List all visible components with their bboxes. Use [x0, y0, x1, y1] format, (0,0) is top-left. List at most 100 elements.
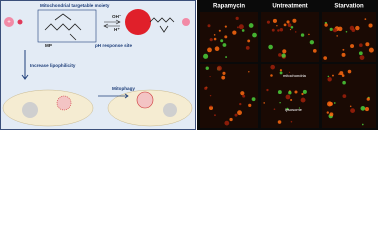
signal — [324, 23, 328, 27]
signal — [365, 42, 370, 47]
signal — [248, 23, 254, 28]
signal — [283, 23, 287, 27]
signal — [270, 64, 275, 70]
signal — [278, 53, 282, 57]
signal — [288, 71, 291, 73]
micrograph — [261, 12, 319, 62]
signal — [360, 106, 366, 111]
signal — [209, 106, 214, 111]
signal — [329, 27, 333, 31]
signal — [358, 51, 363, 56]
signal — [341, 74, 345, 77]
signal — [213, 37, 217, 41]
signal — [251, 97, 256, 102]
signal — [333, 102, 336, 104]
probe-dot — [17, 19, 23, 25]
signal — [279, 71, 283, 75]
signal — [245, 46, 250, 50]
signal — [224, 25, 227, 28]
signal — [238, 24, 244, 30]
process-label: Mitophagy — [112, 86, 135, 91]
ph-site-label: pH response site — [95, 43, 132, 48]
signal — [294, 31, 297, 33]
signal — [302, 89, 307, 94]
micrograph — [322, 64, 376, 128]
signal — [289, 28, 292, 31]
signal — [288, 91, 292, 95]
equilibrium-arrows — [103, 19, 121, 29]
signal — [225, 56, 228, 59]
signal — [294, 90, 298, 94]
signal — [236, 26, 239, 29]
signal — [232, 30, 237, 35]
signal — [272, 18, 277, 23]
signal — [224, 120, 230, 126]
signal — [327, 77, 332, 82]
signal — [337, 26, 343, 32]
signal — [271, 28, 275, 32]
signal — [205, 66, 209, 70]
signal — [209, 75, 211, 78]
signal — [277, 90, 282, 95]
signal — [327, 75, 330, 78]
signal — [263, 102, 265, 104]
signal — [240, 91, 245, 96]
lysosome-icon — [136, 91, 154, 109]
signal — [329, 112, 334, 117]
acid-label: H⁺ — [114, 27, 120, 32]
signal — [209, 38, 213, 42]
signal — [282, 49, 287, 54]
signal — [248, 103, 252, 107]
nucleus-2 — [163, 103, 177, 117]
signal — [216, 65, 222, 71]
signal — [336, 35, 338, 37]
signal — [364, 107, 369, 112]
signal — [207, 24, 211, 28]
signal — [268, 44, 273, 50]
signal — [350, 44, 355, 49]
charge: + — [7, 20, 11, 26]
structure — [44, 13, 82, 41]
base-label: OH⁻ — [112, 14, 122, 19]
nucleus — [22, 102, 38, 118]
signal — [247, 39, 251, 43]
signal — [312, 49, 317, 53]
signal — [222, 43, 227, 47]
cell — [2, 89, 94, 127]
cell-2 — [107, 89, 193, 127]
annotation: mitochondria — [283, 73, 307, 78]
signal — [281, 53, 286, 58]
arrow-down — [21, 50, 29, 80]
signal — [203, 53, 209, 59]
signal — [342, 80, 346, 85]
signal — [287, 23, 292, 27]
signal — [368, 47, 374, 53]
signal — [229, 117, 233, 122]
signal — [210, 105, 212, 108]
signal — [252, 32, 257, 38]
signal — [349, 105, 352, 108]
signal — [248, 71, 250, 73]
graphical-abstract: + Mitochondrial targetable moiety MP pH … — [0, 0, 378, 130]
signal — [224, 35, 228, 39]
structure-2 — [149, 17, 175, 33]
micrograph — [322, 12, 376, 62]
micrograph — [200, 12, 258, 62]
signal — [323, 56, 328, 60]
column-header: Starvation — [334, 4, 364, 10]
signal — [290, 120, 293, 123]
signal — [209, 94, 212, 97]
column-header: Rapamycin — [213, 4, 245, 10]
arrow-right — [98, 93, 129, 99]
signal — [204, 86, 208, 90]
signal — [286, 107, 289, 111]
signal — [214, 114, 216, 117]
red-probe — [125, 9, 151, 35]
signal — [342, 94, 347, 98]
signal — [366, 97, 370, 101]
signal — [298, 107, 301, 109]
probe-name: MP — [45, 43, 52, 48]
signal — [350, 108, 356, 114]
signal — [221, 75, 226, 80]
signal — [339, 71, 344, 76]
